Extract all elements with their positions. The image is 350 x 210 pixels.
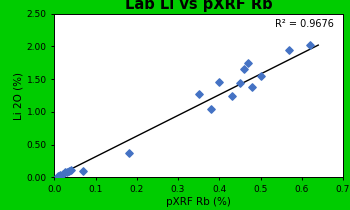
Point	[66, 169, 71, 173]
Point	[245, 61, 251, 64]
Point	[68, 168, 74, 171]
Point	[196, 92, 202, 95]
Point	[250, 85, 255, 89]
Point	[287, 48, 292, 51]
Point	[56, 175, 61, 178]
Point	[60, 172, 65, 175]
Point	[126, 151, 131, 154]
Point	[258, 74, 263, 77]
Point	[62, 171, 67, 174]
Text: R² = 0.9676: R² = 0.9676	[275, 18, 334, 29]
Title: Lab Li vs pXRF Rb: Lab Li vs pXRF Rb	[125, 0, 272, 12]
Point	[216, 81, 222, 84]
Point	[208, 108, 214, 111]
Point	[237, 81, 243, 85]
Point	[64, 170, 69, 173]
Point	[307, 43, 313, 47]
Point	[229, 94, 234, 97]
Y-axis label: Li 2O (%): Li 2O (%)	[14, 72, 24, 119]
Point	[241, 68, 247, 71]
X-axis label: pXRF Rb (%): pXRF Rb (%)	[166, 197, 231, 207]
Point	[58, 173, 63, 177]
Point	[80, 169, 86, 173]
